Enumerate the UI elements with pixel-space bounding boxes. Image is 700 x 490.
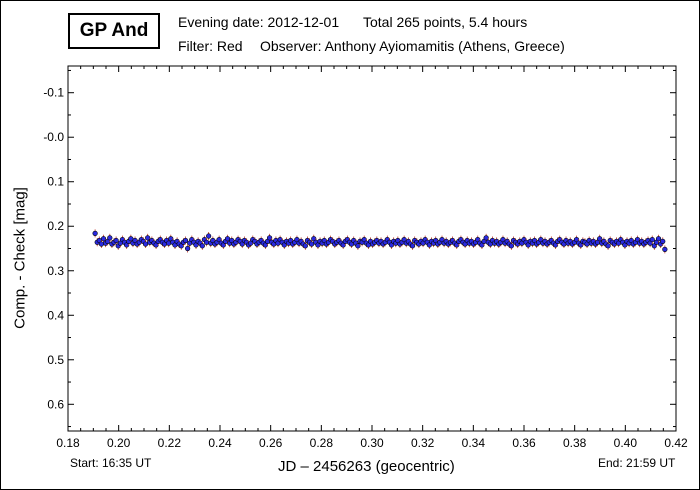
y-tick-label: 0.2 xyxy=(47,219,64,233)
data-point xyxy=(182,237,189,244)
data-point xyxy=(662,246,668,252)
data-point xyxy=(605,243,611,249)
y-tick-label: -0.1 xyxy=(43,86,64,100)
star-name: GP And xyxy=(79,20,149,41)
x-tick-label: 0.18 xyxy=(56,436,80,450)
data-point xyxy=(649,236,655,243)
x-tick-label: 0.28 xyxy=(310,436,334,450)
data-point xyxy=(355,243,361,249)
data-point xyxy=(92,230,98,236)
data-point xyxy=(409,243,416,249)
data-point xyxy=(655,236,662,242)
evening-date: Evening date: 2012-12-01 xyxy=(178,14,340,30)
x-tick-label: 0.42 xyxy=(664,436,688,450)
x-tick-label: 0.34 xyxy=(462,436,486,450)
data-point xyxy=(203,239,210,245)
start-time: Start: 16:35 UT xyxy=(70,456,152,470)
axis-ticks: 0.18 0.20 0.22 0.24 0.26 0.28 0.30 0.32 0.34 0.36… xyxy=(43,66,688,450)
data-points xyxy=(92,229,668,254)
data-point xyxy=(185,245,191,252)
x-tick-label: 0.38 xyxy=(563,436,587,450)
data-point xyxy=(113,237,119,244)
y-tick-label: 0.3 xyxy=(47,264,64,278)
x-tick-label: 0.36 xyxy=(512,436,536,450)
data-point xyxy=(145,235,151,241)
data-point xyxy=(166,240,172,246)
x-tick-label: 0.20 xyxy=(107,436,131,450)
y-tick-label: -0.0 xyxy=(43,130,64,144)
y-tick-label: 0.1 xyxy=(47,175,64,189)
data-point xyxy=(128,236,134,242)
y-tick-label: 0.6 xyxy=(47,397,64,411)
y-tick-label: 0.5 xyxy=(47,353,64,367)
x-axis-label: JD – 2456263 (geocentric) xyxy=(278,458,455,475)
data-point xyxy=(206,233,212,239)
filter-label: Filter: Red xyxy=(178,38,243,54)
y-tick-label: 0.4 xyxy=(47,308,64,322)
x-tick-label: 0.40 xyxy=(614,436,638,450)
data-point xyxy=(107,235,113,241)
data-point xyxy=(142,241,149,247)
data-point xyxy=(508,243,514,249)
total-points: Total 265 points, 5.4 hours xyxy=(363,14,528,30)
data-point xyxy=(597,236,603,242)
plot-border xyxy=(67,65,677,432)
x-tick-label: 0.32 xyxy=(411,436,435,450)
data-point xyxy=(224,236,231,242)
data-point xyxy=(100,236,107,242)
data-point xyxy=(267,235,273,241)
data-point xyxy=(302,243,308,249)
data-point xyxy=(483,235,489,241)
y-axis-label: Comp. - Check [mag] xyxy=(11,187,29,329)
data-point xyxy=(199,243,205,249)
observer-label: Observer: Anthony Ayiomamitis (Athens, G… xyxy=(260,38,565,54)
star-name-box: GP And xyxy=(68,13,160,49)
x-tick-label: 0.30 xyxy=(360,436,384,450)
x-tick-label: 0.26 xyxy=(259,436,283,450)
data-point xyxy=(309,241,315,247)
data-point xyxy=(98,241,105,247)
end-time: End: 21:59 UT xyxy=(598,456,676,470)
x-tick-label: 0.24 xyxy=(208,436,232,450)
data-point xyxy=(660,238,666,244)
x-tick-label: 0.22 xyxy=(158,436,182,450)
